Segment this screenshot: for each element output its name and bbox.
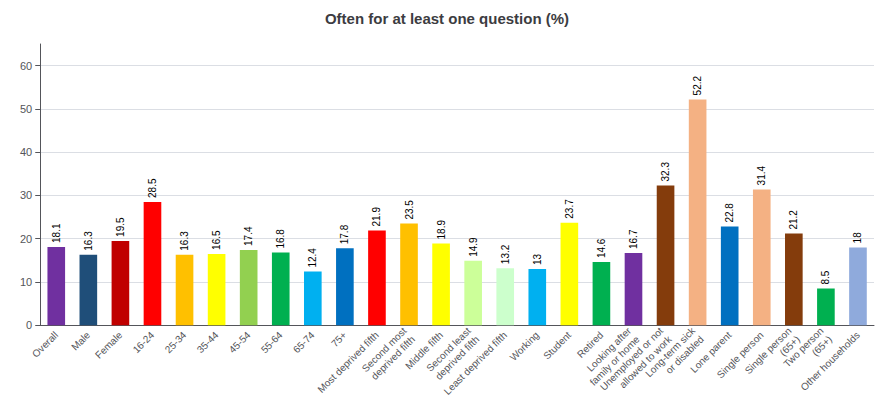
svg-text:16.7: 16.7 xyxy=(628,229,639,249)
svg-text:16.5: 16.5 xyxy=(211,230,222,250)
svg-text:Looking after: Looking after xyxy=(584,325,634,374)
svg-text:13.2: 13.2 xyxy=(500,244,511,264)
svg-text:allowed to work: allowed to work xyxy=(617,333,674,391)
svg-text:Lone parent: Lone parent xyxy=(688,329,734,375)
svg-text:21.9: 21.9 xyxy=(371,207,382,227)
svg-text:Most deprived fifth: Most deprived fifth xyxy=(315,329,381,395)
svg-text:20: 20 xyxy=(20,233,32,245)
svg-text:30: 30 xyxy=(20,189,32,201)
svg-text:Often for at least one questio: Often for at least one question (%) xyxy=(325,10,569,27)
svg-text:Second most: Second most xyxy=(359,325,409,375)
svg-text:Middle fifth: Middle fifth xyxy=(403,329,445,372)
svg-text:Single person: Single person xyxy=(714,329,766,381)
svg-text:16.3: 16.3 xyxy=(83,231,94,251)
svg-text:14.9: 14.9 xyxy=(468,237,479,257)
svg-text:19.5: 19.5 xyxy=(115,217,126,237)
svg-text:18.9: 18.9 xyxy=(436,220,447,240)
svg-text:31.4: 31.4 xyxy=(756,166,767,186)
svg-text:75+: 75+ xyxy=(329,329,349,349)
svg-text:16.8: 16.8 xyxy=(275,229,286,249)
svg-text:10: 10 xyxy=(20,276,32,288)
svg-text:35-44: 35-44 xyxy=(195,329,221,355)
svg-text:14.6: 14.6 xyxy=(596,238,607,258)
svg-text:Two person: Two person xyxy=(781,325,826,370)
svg-text:22.8: 22.8 xyxy=(724,203,735,223)
svg-text:52.2: 52.2 xyxy=(692,75,703,95)
svg-text:60: 60 xyxy=(20,60,32,72)
svg-text:50: 50 xyxy=(20,103,32,115)
svg-text:Single person: Single person xyxy=(742,325,794,377)
svg-text:13: 13 xyxy=(532,253,543,265)
svg-text:8.5: 8.5 xyxy=(820,270,831,284)
svg-text:18.1: 18.1 xyxy=(51,223,62,243)
svg-text:23.5: 23.5 xyxy=(404,200,415,220)
svg-text:family or home: family or home xyxy=(587,333,642,388)
svg-text:or disabled: or disabled xyxy=(663,333,706,376)
svg-text:Working: Working xyxy=(508,329,542,363)
svg-text:21.2: 21.2 xyxy=(788,210,799,230)
svg-text:Student: Student xyxy=(541,329,573,361)
svg-text:28.5: 28.5 xyxy=(147,178,158,198)
svg-text:32.3: 32.3 xyxy=(660,162,671,182)
svg-text:23.7: 23.7 xyxy=(564,199,575,219)
svg-text:Overall: Overall xyxy=(30,329,60,359)
svg-text:(65+): (65+) xyxy=(777,333,802,359)
svg-text:Female: Female xyxy=(93,329,125,361)
svg-text:Retired: Retired xyxy=(574,329,606,360)
svg-text:18: 18 xyxy=(852,232,863,244)
svg-text:Least deprived fifth: Least deprived fifth xyxy=(442,329,509,396)
svg-text:deprived fifth: deprived fifth xyxy=(368,333,418,382)
svg-text:Other households: Other households xyxy=(798,329,862,393)
svg-text:Unemployed or not: Unemployed or not xyxy=(597,325,666,393)
svg-text:Male: Male xyxy=(69,329,92,352)
svg-text:Long-term sick: Long-term sick xyxy=(643,325,698,380)
svg-text:(65+): (65+) xyxy=(809,333,834,359)
svg-text:25-34: 25-34 xyxy=(163,329,189,355)
svg-text:65-74: 65-74 xyxy=(291,329,317,355)
svg-text:Second least: Second least xyxy=(424,325,473,374)
svg-text:40: 40 xyxy=(20,146,32,158)
svg-text:16.3: 16.3 xyxy=(179,231,190,251)
svg-text:17.8: 17.8 xyxy=(339,224,350,244)
svg-text:17.4: 17.4 xyxy=(243,226,254,246)
svg-text:0: 0 xyxy=(26,319,32,331)
svg-text:45-54: 45-54 xyxy=(227,329,253,355)
svg-text:55-64: 55-64 xyxy=(259,329,285,355)
svg-text:16-24: 16-24 xyxy=(131,329,157,355)
svg-text:12.4: 12.4 xyxy=(307,248,318,268)
